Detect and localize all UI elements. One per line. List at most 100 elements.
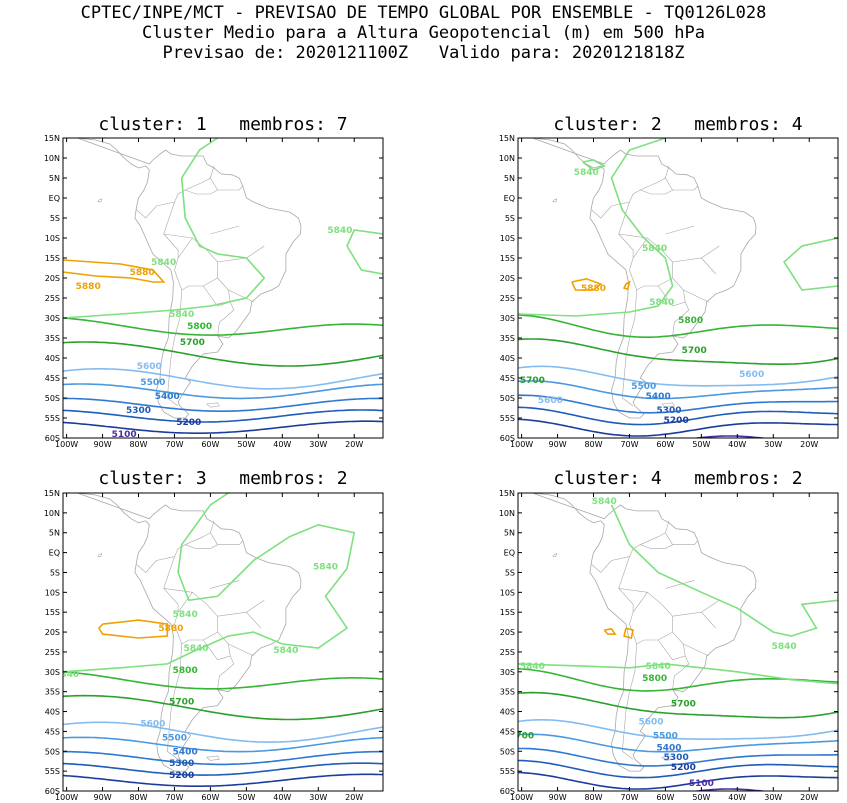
- country-border: [163, 233, 193, 239]
- lon-label: 20W: [800, 440, 818, 449]
- country-border: [665, 225, 695, 235]
- contour-label-5840: 5840: [327, 226, 352, 236]
- contour-5840: [346, 229, 383, 275]
- contour-5500: [63, 383, 383, 400]
- lat-label: 15S: [500, 254, 515, 263]
- country-border: [210, 225, 240, 235]
- contour-label-5200: 5200: [664, 416, 689, 426]
- contour-label-5700: 5700: [520, 376, 545, 386]
- contour-label-5880: 5880: [581, 284, 606, 294]
- contour-5800: [63, 317, 383, 336]
- lon-label: 80W: [129, 793, 147, 802]
- contour-label-5300: 5300: [656, 406, 681, 416]
- contour-label-5600: 5600: [137, 362, 162, 372]
- header-line-3: Previsao de: 2020121100Z Valido para: 20…: [162, 43, 685, 63]
- contour-label-5840: 5840: [273, 646, 298, 656]
- lat-label: 10S: [45, 234, 60, 243]
- lat-label: 50S: [500, 747, 515, 756]
- contour-label-5600: 5600: [739, 370, 764, 380]
- contour-label-5500: 5500: [653, 731, 678, 741]
- island: [206, 755, 220, 761]
- contour-label-5700: 5700: [671, 700, 696, 710]
- header-line-1: CPTEC/INPE/MCT - PREVISAO DE TEMPO GLOBA…: [80, 3, 767, 23]
- contour-label-5600: 5600: [638, 718, 663, 728]
- lon-label: 40W: [273, 793, 291, 802]
- coastline: [532, 138, 757, 419]
- lat-label: 5N: [504, 174, 515, 183]
- contour-label-5880: 5880: [130, 268, 155, 278]
- coastline: [77, 138, 302, 419]
- contour-label-5840: 5840: [649, 298, 674, 308]
- contour-5200: [518, 771, 838, 790]
- country-border: [166, 643, 182, 760]
- contour-label-5840: 5840: [574, 168, 599, 178]
- contour-label-5400: 5400: [155, 392, 180, 402]
- country-border: [683, 289, 709, 303]
- lon-label: 40W: [728, 440, 746, 449]
- panel-title-4: cluster: 4 membros: 2: [553, 468, 803, 489]
- lon-label: 20W: [345, 793, 363, 802]
- country-border: [683, 643, 709, 657]
- island: [552, 552, 558, 557]
- country-border: [136, 165, 215, 219]
- lat-label: 5N: [504, 529, 515, 538]
- country-border: [640, 189, 673, 195]
- contour-label-5700: 5700: [509, 731, 534, 741]
- contour-5600: [518, 719, 838, 740]
- country-border: [185, 189, 218, 195]
- lat-label: 10S: [500, 588, 515, 597]
- contour-5880: [571, 277, 603, 291]
- contour-label-5300: 5300: [126, 406, 151, 416]
- country-border: [163, 588, 193, 593]
- contour-label-5400: 5400: [656, 743, 681, 753]
- lon-label: 60W: [201, 793, 219, 802]
- country-border: [672, 301, 690, 337]
- lat-label: 10S: [45, 588, 60, 597]
- lon-label: 100W: [510, 793, 533, 802]
- country-border: [629, 237, 673, 291]
- lon-label: 60W: [201, 440, 219, 449]
- panel-title-1: cluster: 1 membros: 7: [98, 114, 348, 135]
- lat-label: 5N: [49, 529, 60, 538]
- country-border: [246, 600, 265, 613]
- island: [206, 402, 220, 408]
- lat-label: 20S: [45, 628, 60, 637]
- country-border: [210, 177, 244, 191]
- country-border: [217, 611, 262, 629]
- country-border: [136, 520, 215, 573]
- lat-label: 10N: [499, 509, 515, 518]
- lon-label: 50W: [237, 793, 255, 802]
- lat-label: 35S: [500, 688, 515, 697]
- lat-label: 25S: [45, 294, 60, 303]
- lat-label: 5S: [50, 569, 60, 578]
- country-border: [618, 201, 634, 271]
- coastline: [77, 493, 302, 772]
- lat-label: 45S: [45, 374, 60, 383]
- country-border: [217, 655, 235, 690]
- contour-5600: [63, 368, 383, 390]
- island: [97, 198, 103, 203]
- island: [661, 755, 675, 761]
- country-border: [665, 580, 695, 589]
- lat-label: 60S: [45, 434, 60, 443]
- country-border: [672, 257, 717, 275]
- header-line-2: Cluster Medio para a Altura Geopotencial…: [142, 23, 705, 43]
- contour-label-5840: 5840: [169, 310, 194, 320]
- map-frame: [517, 492, 839, 792]
- contour-label-5300: 5300: [664, 753, 689, 763]
- contour-5500: [518, 380, 838, 400]
- country-border: [174, 237, 218, 291]
- contour-label-5500: 5500: [162, 733, 187, 743]
- country-border: [591, 520, 670, 573]
- map-frame: [517, 137, 839, 439]
- country-border: [228, 643, 254, 657]
- contour-label-5840: 5840: [151, 258, 176, 268]
- contour-label-5840: 5840: [646, 662, 671, 672]
- contour-label-5840: 5840: [520, 662, 545, 672]
- contour-5840: [518, 663, 838, 685]
- lon-label: 100W: [510, 440, 533, 449]
- contour-label-5840: 5840: [592, 497, 617, 507]
- lat-label: 15N: [44, 134, 60, 143]
- lat-label: 10N: [499, 154, 515, 163]
- lat-label: 30S: [45, 668, 60, 677]
